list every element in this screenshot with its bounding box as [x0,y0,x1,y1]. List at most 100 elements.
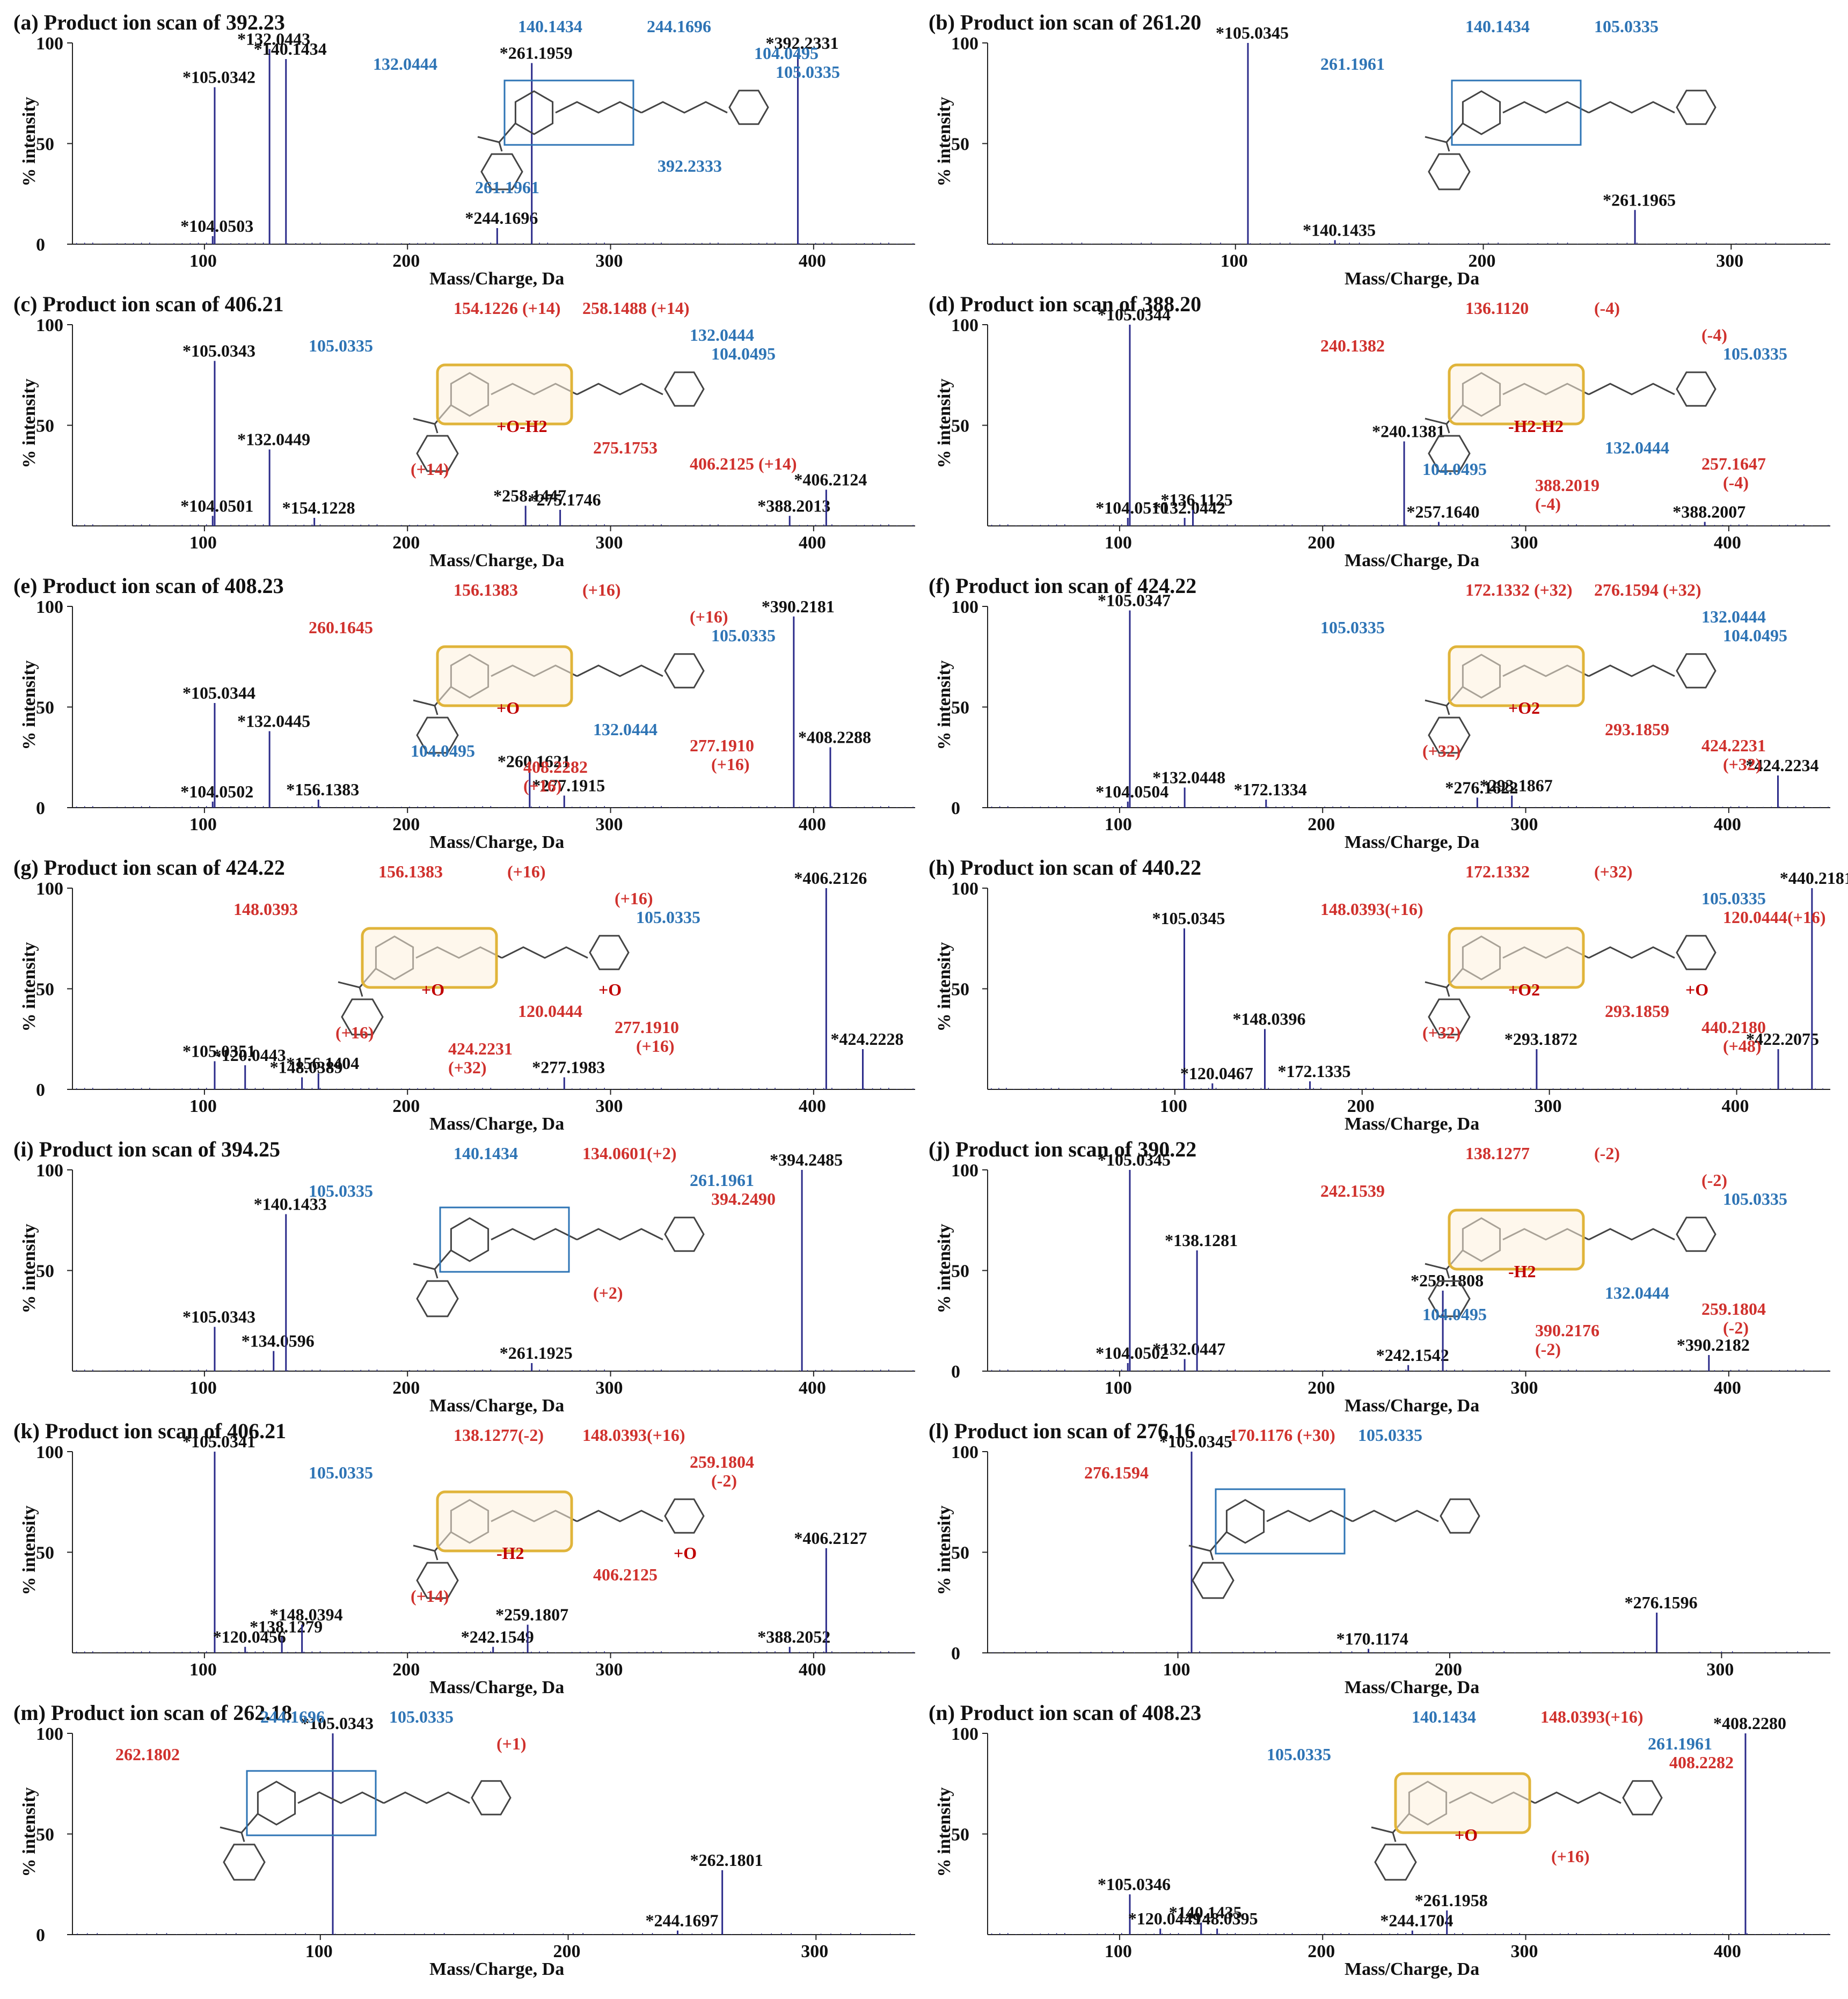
x-tick-label: 300 [1535,1096,1562,1116]
peak-label: *120.0443 [213,1045,286,1065]
peak-label: *104.0510 [1095,498,1168,517]
x-tick-label: 400 [799,533,826,553]
y-tick-label: 100 [36,1161,63,1181]
fragment-label: (-2) [1594,1144,1620,1163]
modification-highlight [1448,645,1585,707]
structure-inset: 140.1434 244.1696 132.0444 104.0495105.0335… [373,17,840,197]
benzene-ring [1428,1280,1471,1317]
y-tick-label: 50 [36,698,54,718]
spectrum-panel-l: (l) Product ion scan of 276.16 % intensit… [929,1419,1841,1698]
peak-label: *105.0345 [1098,1150,1171,1169]
peak-label: *261.1925 [500,1343,573,1363]
pyridine-ring [1676,1217,1716,1252]
y-tick-label: 50 [951,1825,969,1845]
fragment-label: (+32) [1422,1023,1461,1042]
peak-label: *261.1959 [500,43,573,63]
peak-label: *262.1801 [690,1850,763,1870]
y-axis-label: % intensity [19,942,39,1031]
x-axis-label: Mass/Charge, Da [429,1396,564,1416]
x-tick-label: 300 [1511,1378,1538,1398]
fragment-label: 260.1645 [309,618,373,637]
y-tick-label: 50 [951,980,969,1000]
fragment-label: 277.1910 [690,736,754,755]
spectrum-svg: (f) Product ion scan of 424.22 % intensit… [929,574,1830,852]
x-tick-label: 200 [392,1378,420,1398]
peak-label: *408.2280 [1713,1714,1786,1733]
benzene-ring [416,1280,459,1317]
x-tick-label: 200 [553,1942,581,1961]
y-tick-label: 100 [951,34,978,54]
acrylamide-linker [1588,101,1675,114]
peak-label: *276.1596 [1625,1593,1698,1612]
y-tick-label: 100 [951,1161,978,1181]
x-tick-label: 400 [1714,533,1741,553]
fragment-label: (-4) [1723,473,1749,492]
x-tick-label: 200 [1347,1096,1375,1116]
benzene-ring [416,716,459,754]
y-tick-label: 100 [36,1442,63,1462]
pyridine-ring [1676,935,1716,970]
modification-label: -H2 [1508,1262,1536,1281]
x-tick-label: 300 [596,1096,623,1116]
panel-title: (j) Product ion scan of 390.22 [929,1137,1196,1161]
peak-label: *388.2007 [1672,502,1745,522]
peak-label: *261.1958 [1415,1891,1488,1910]
fragment-label: 104.0495 [711,344,776,363]
fragment-label: (+48) [1723,1036,1762,1056]
peak-label: *172.1334 [1234,780,1307,799]
peak-label: *105.0351 [182,1042,255,1061]
peak-label: *138.1281 [1165,1231,1238,1250]
pyridine-ring [1676,371,1716,407]
x-tick-label: 200 [392,1096,420,1116]
x-tick-label: 200 [392,251,420,271]
fragment-label: 105.0335 [389,1707,454,1726]
x-tick-label: 300 [1511,1942,1538,1961]
peak-label: *105.0345 [1159,1432,1232,1451]
x-tick-label: 200 [1308,1378,1335,1398]
peak-label: *132.0445 [237,712,310,731]
y-axis-label: % intensity [19,97,39,186]
fragment-label: 134.0601(+2) [582,1144,677,1163]
spectrum-panel-d: (d) Product ion scan of 388.20 % intensit… [929,292,1841,572]
fragment-label: (+32) [1594,862,1633,881]
x-tick-label: 200 [1308,1942,1335,1961]
fragment-label: (+14) [411,1586,449,1606]
fragment-label: 105.0335 [776,62,840,82]
fragment-label: 104.0495 [1422,1305,1487,1324]
pyridine-ring [1676,90,1716,125]
peak-label: *156.1404 [286,1053,359,1073]
fragment-label: (-2) [1723,1318,1749,1337]
peak-label: *104.0502 [180,782,253,801]
spectrum-panel-h: (h) Product ion scan of 440.22 % intensit… [929,855,1848,1135]
peak-label: *390.2181 [762,597,835,616]
benzene-ring [1428,153,1471,191]
fragment-label: 261.1961 [1648,1734,1712,1753]
peak-label: *406.2124 [794,470,867,489]
piperidine-ring [1225,1499,1265,1544]
modification-highlight [436,363,573,426]
peak-label: *105.0344 [182,683,255,702]
peak-label: *148.0394 [270,1605,343,1624]
fragment-label: 105.0335 [711,626,776,645]
panel-title: (a) Product ion scan of 392.23 [13,10,285,34]
peak-label: *276.1622 [1445,778,1518,797]
peak-label: *148.0389 [270,1058,343,1077]
x-tick-label: 200 [1308,815,1335,834]
structure-drawing [413,1206,705,1317]
peak-label: *394.2485 [770,1150,843,1169]
x-tick-label: 200 [1435,1660,1462,1680]
fragment-label: 388.2019 [1535,475,1599,495]
fragment-label: (-4) [1594,298,1620,318]
spectrum-panel-a: (a) Product ion scan of 392.23 % intensit… [13,10,926,290]
x-tick-label: 100 [1105,533,1132,553]
x-tick-label: 300 [596,815,623,834]
x-axis-label: Mass/Charge, Da [429,1959,564,1979]
x-axis-label: Mass/Charge, Da [1345,1678,1479,1697]
y-tick-label: 0 [36,1080,45,1100]
fragment-label: 104.0495 [411,741,475,760]
panel-title: (f) Product ion scan of 424.22 [929,574,1196,598]
peak-label: *148.0395 [1185,1909,1258,1928]
fragment-label: 293.1859 [1605,720,1669,739]
structure-inset: +O-H2 154.1226 (+14) 258.1488 (+14) 105.033… [309,298,797,479]
